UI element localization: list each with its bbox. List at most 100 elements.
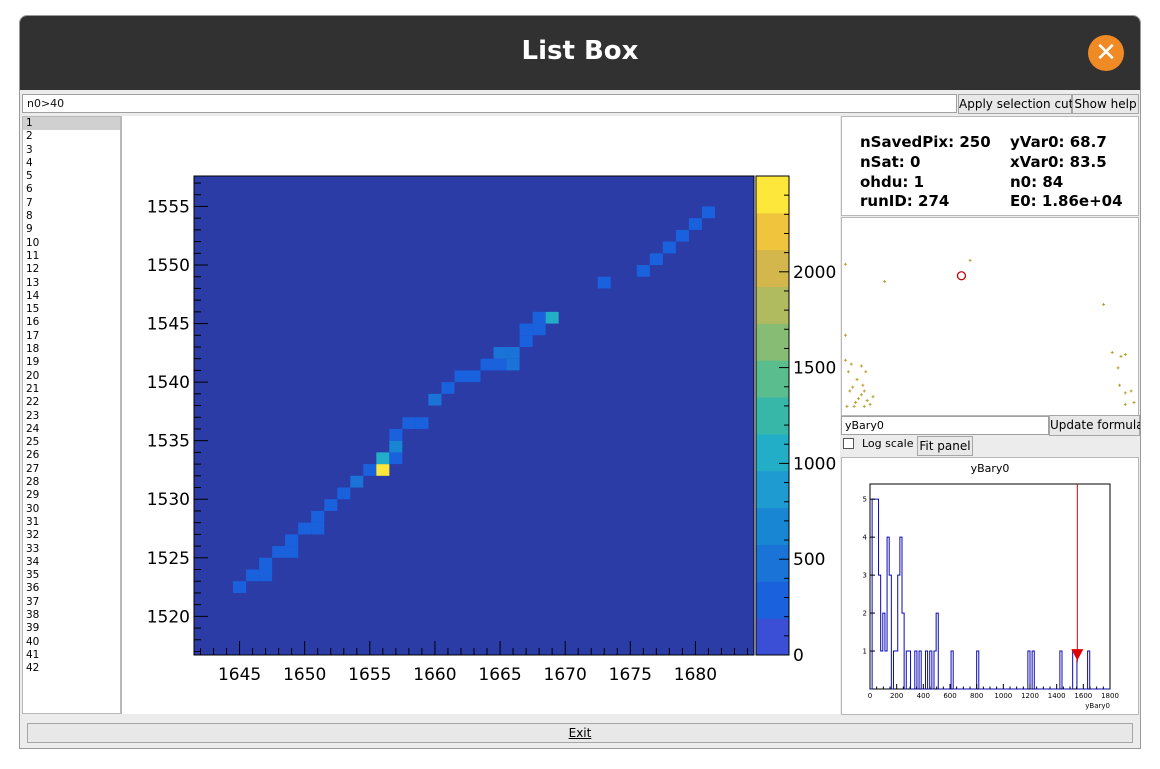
info-xvar0: xVar0: 83.5 [1010,153,1107,171]
heatmap-cell [532,323,546,336]
exit-button[interactable]: Exit [27,723,1133,743]
info-n0: n0: 84 [1010,173,1064,191]
apply-selection-cuts-button[interactable]: Apply selection cuts [958,94,1080,114]
list-item[interactable]: 8 [26,210,33,223]
colorbar-segment [756,581,789,619]
update-formula-button[interactable]: Update formula [1049,415,1140,436]
list-item[interactable]: 15 [26,303,40,316]
list-item[interactable]: 25 [26,436,40,449]
list-item[interactable]: 12 [26,263,40,276]
list-item[interactable]: 38 [26,608,40,621]
heatmap-cell [675,229,689,242]
log-scale-label: Log scale [862,437,914,450]
list-item[interactable]: 31 [26,515,40,528]
scatter-point [862,404,866,408]
list-item[interactable]: 3 [26,143,33,156]
scatter-point [857,397,860,401]
list-item[interactable]: 41 [26,648,40,661]
histogram-frame [869,483,1111,690]
fit-panel-button[interactable]: Fit panel [917,436,973,456]
colorbar-frame [755,175,790,656]
y-tick-label: 1535 [147,432,190,452]
list-item[interactable]: 37 [26,595,40,608]
list-item[interactable]: 30 [26,502,40,515]
heatmap-cell [649,253,663,266]
hist-x-tick-label: 1000 [994,692,1012,700]
list-item[interactable]: 42 [26,662,40,675]
colorbar-segment [756,323,789,361]
list-item[interactable]: 7 [26,196,33,209]
list-item[interactable]: 19 [26,356,40,369]
list-item[interactable]: 26 [26,449,40,462]
histogram-chart: yBary0 0 200 400 600 800 1000 1200 1400 1600 1800 1… [863,462,1119,710]
y-tick-label: 1550 [147,256,190,276]
list-item[interactable]: 39 [26,622,40,635]
list-item[interactable]: 29 [26,489,40,502]
main-canvas[interactable]: 1645 1650 1655 1660 1665 1670 1675 1680 1520 1525… [121,116,840,714]
list-item[interactable]: 4 [26,156,33,169]
y-tick-label: 1555 [147,197,190,217]
list-item[interactable]: 35 [26,569,40,582]
info-ohdu: ohdu: 1 [860,173,925,191]
show-help-button[interactable]: Show help [1072,94,1139,114]
list-item[interactable]: 21 [26,382,40,395]
list-item[interactable]: 5 [26,170,33,183]
list-item[interactable]: 40 [26,635,40,648]
list-item[interactable]: 16 [26,316,40,329]
colorbar-segment [756,433,789,472]
heatmap-cell [545,311,559,324]
list-item[interactable]: 33 [26,542,40,555]
histogram-canvas[interactable]: yBary0 0 200 400 600 800 1000 1200 1400 1600 1800 1… [841,457,1139,715]
scatter-point [1123,402,1127,406]
list-item[interactable]: 1 [23,117,120,131]
y-tick-label: 1540 [147,373,190,393]
list-item[interactable]: 32 [26,529,40,542]
hist-x-tick-label: 0 [868,692,872,700]
scatter-canvas[interactable] [841,217,1139,416]
list-item[interactable]: 36 [26,582,40,595]
list-item[interactable]: 27 [26,462,40,475]
heatmap-cell [311,522,325,535]
selection-cuts-input[interactable]: n0>40 [22,94,957,113]
list-item[interactable]: 24 [26,422,40,435]
list-item[interactable]: 2 [26,130,33,143]
list-item[interactable]: 9 [26,223,33,236]
heatmap-cell [402,417,416,429]
scatter-point [871,395,875,399]
histogram-outline [870,498,1110,690]
list-item[interactable]: 28 [26,476,40,489]
event-listbox[interactable]: 1 2 3 4 5 6 7 8 9 10 11 12 13 14 15 16 17 18 19 20 21 22 23 24 2… [22,116,121,714]
heatmap-cell [415,417,429,429]
list-item[interactable]: 18 [26,343,40,356]
info-runid: runID: 274 [860,192,950,210]
scatter-point [843,333,847,337]
list-item[interactable]: 14 [26,289,40,302]
heatmap-cell [285,546,299,558]
list-item[interactable]: 22 [26,396,40,409]
heatmap-cell [272,546,286,558]
list-item[interactable]: 34 [26,555,40,568]
formula-input[interactable]: yBary0 [841,416,1049,435]
hist-y-tick-label: 3 [863,572,867,580]
list-item[interactable]: 23 [26,409,40,422]
scatter-point [849,362,853,366]
scatter-point [968,258,972,262]
list-item[interactable]: 20 [26,369,40,382]
list-item[interactable]: 6 [26,183,33,196]
colorbar-segment [756,176,789,214]
colorbar-segment [756,470,789,509]
scatter-point [864,370,868,374]
close-button[interactable]: ✕ [1088,35,1124,71]
hist-x-tick-label: 1600 [1074,692,1092,700]
log-scale-toggle[interactable]: Log scale [843,437,914,450]
heatmap-cell [285,534,299,547]
colorbar-tick-label: 2000 [793,263,836,283]
list-item[interactable]: 10 [26,236,40,249]
list-item[interactable]: 17 [26,329,40,342]
list-item[interactable]: 11 [26,249,40,262]
log-scale-checkbox[interactable] [843,438,854,449]
list-box-window: List Box ✕ n0>40 Apply selection cuts Sh… [19,15,1141,749]
list-item[interactable]: 13 [26,276,40,289]
heatmap-cell [350,475,364,488]
histogram-title: yBary0 [971,462,1010,475]
